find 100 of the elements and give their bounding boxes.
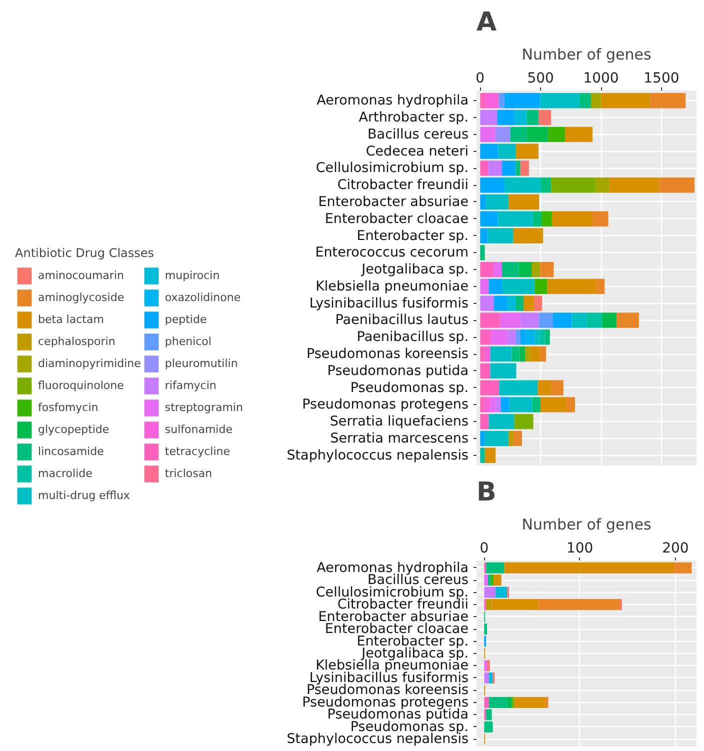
- bar: [480, 93, 486, 108]
- bar: [488, 672, 493, 684]
- bar: [553, 312, 572, 328]
- y-tick-label: Serratia liquefaciens: [330, 414, 469, 430]
- chart-title: A: [476, 8, 497, 38]
- bar: [506, 296, 516, 311]
- legend-label: mupirocin: [164, 268, 220, 284]
- bar: [551, 380, 564, 396]
- bar: [532, 262, 540, 278]
- bar: [484, 346, 490, 362]
- bar: [650, 93, 686, 108]
- bar: [538, 110, 552, 126]
- y-tick-label: Enterobacter sp.: [356, 228, 468, 244]
- x-axis-title: Number of genes: [522, 46, 652, 64]
- y-tick-label: Pseudomonas protegens: [302, 396, 469, 413]
- bar: [518, 262, 532, 278]
- bar: [490, 397, 496, 412]
- bar: [580, 93, 591, 108]
- y-tick-label: Enterococcus cecorum: [315, 244, 469, 261]
- legend-label: lincosamide: [38, 444, 104, 460]
- bar: [538, 599, 620, 610]
- y-tick-label: Cellulosimicrobium sp.: [316, 160, 469, 176]
- y-tick-label: Paenibacillus lautus: [335, 312, 468, 328]
- bar: [534, 330, 540, 345]
- bar: [590, 93, 602, 108]
- legend-label: multi-drug efflux: [38, 488, 130, 504]
- x-tick-label: 1000: [583, 70, 619, 86]
- bar: [539, 330, 545, 345]
- bar: [534, 296, 542, 311]
- bar: [513, 430, 522, 446]
- y-tick-label: Citrobacter freundii: [337, 177, 469, 194]
- bar: [552, 211, 592, 226]
- bar: [498, 144, 516, 159]
- bar: [540, 346, 546, 362]
- bar: [488, 160, 502, 176]
- bar: [494, 574, 502, 586]
- legend-label: sulfonamide: [164, 422, 232, 438]
- bar: [544, 330, 550, 345]
- legend-label: diaminopyrimidine: [38, 356, 141, 372]
- bar: [514, 414, 534, 430]
- bar: [520, 312, 539, 328]
- bar: [548, 126, 565, 142]
- bar: [516, 144, 538, 159]
- x-tick-label: 0: [480, 540, 489, 556]
- bar: [520, 346, 526, 362]
- bar: [504, 562, 674, 574]
- x-axis-title: Number of genes: [522, 516, 652, 534]
- y-tick-label: Aeromonas hydrophila: [316, 92, 469, 109]
- bar: [602, 312, 616, 328]
- legend-label: aminocoumarin: [38, 268, 124, 284]
- bar: [534, 278, 548, 294]
- bar: [596, 278, 605, 294]
- bar: [502, 278, 535, 294]
- bar: [508, 194, 540, 210]
- bar: [572, 312, 586, 328]
- bar: [484, 430, 509, 446]
- bar: [616, 312, 639, 328]
- bar: [592, 211, 608, 226]
- bar: [504, 177, 541, 193]
- bar: [484, 397, 490, 412]
- bar: [492, 599, 539, 610]
- bar: [514, 696, 546, 708]
- bar: [601, 93, 650, 108]
- bar: [538, 312, 554, 328]
- bar: [496, 397, 501, 412]
- bar: [486, 93, 499, 108]
- bar: [520, 330, 526, 345]
- x-tick-label: 0: [476, 70, 485, 86]
- y-tick-label: Enterobacter cloacae: [324, 210, 468, 227]
- bar: [484, 672, 489, 684]
- x-tick-label: 1500: [644, 70, 680, 86]
- bar: [542, 211, 552, 226]
- bar: [674, 562, 692, 574]
- x-tick-label: 200: [662, 540, 689, 556]
- legend-label: pleuromutilin: [164, 356, 238, 372]
- chart-title: B: [476, 478, 496, 508]
- bar: [609, 177, 660, 193]
- y-tick-label: Pseudomonas sp.: [350, 380, 469, 396]
- legend-label: triclosan: [164, 466, 212, 482]
- bar: [532, 211, 542, 226]
- legend-title: Antibiotic Drug Classes: [15, 246, 156, 260]
- y-tick-label: Jeotgalibaca sp.: [360, 262, 468, 278]
- bar: [524, 296, 534, 311]
- bar: [520, 160, 529, 176]
- y-tick-label: Enterobacter absuriae: [318, 194, 469, 210]
- bar: [526, 330, 535, 345]
- bar: [480, 448, 485, 463]
- bar: [493, 262, 502, 278]
- bar: [507, 330, 516, 345]
- bar: [480, 245, 485, 260]
- bar: [595, 177, 610, 193]
- x-tick-label: 500: [527, 70, 554, 86]
- legend-label: fosfomycin: [38, 400, 98, 416]
- bar: [480, 262, 494, 278]
- bar: [487, 660, 490, 672]
- legend-label: glycopeptide: [38, 422, 110, 438]
- legend-label: cephalosporin: [38, 334, 116, 350]
- y-tick-label: Pseudomonas koreensis: [306, 346, 469, 362]
- bar: [486, 194, 509, 210]
- legend-label: tetracycline: [164, 444, 230, 460]
